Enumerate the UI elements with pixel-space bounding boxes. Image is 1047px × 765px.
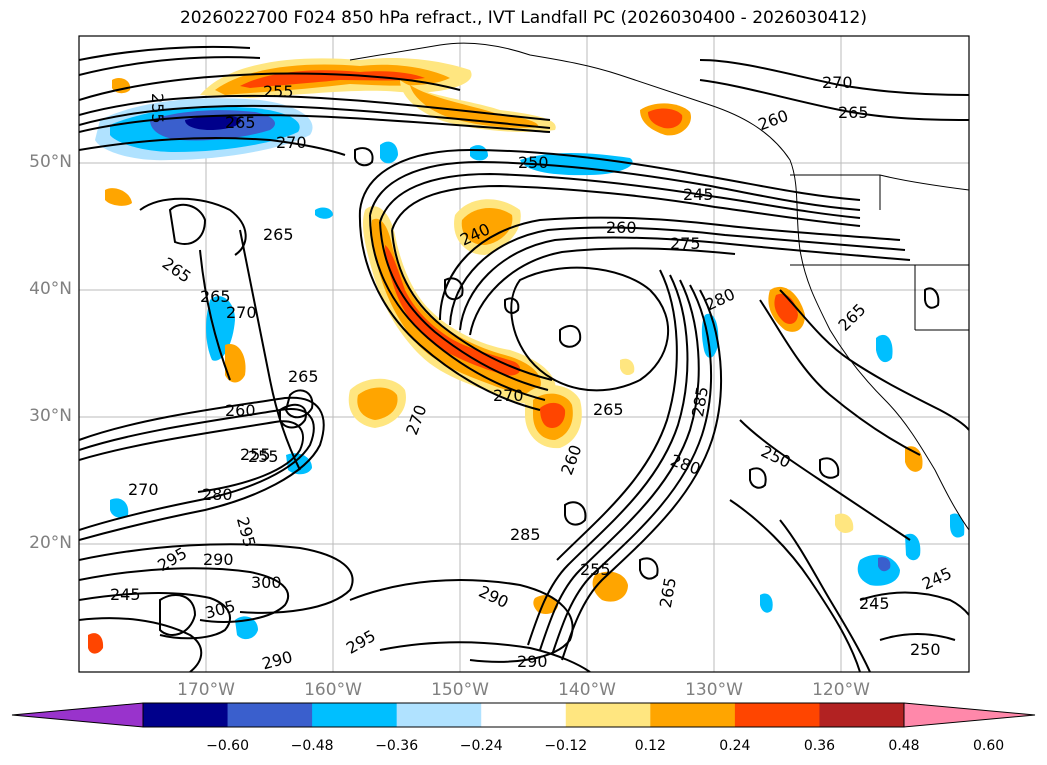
contour-label: 250 xyxy=(910,640,941,659)
contour-label: 245 xyxy=(859,594,890,613)
contour-label: 300 xyxy=(251,573,282,592)
lat-label-20n: 20°N xyxy=(29,533,72,553)
colorbar-extend-low xyxy=(11,702,144,728)
contour-label: 270 xyxy=(226,303,257,322)
colorbar-segment xyxy=(565,703,651,727)
contour-label: 260 xyxy=(606,218,637,237)
colorbar-segment xyxy=(227,703,313,727)
lat-label-40n: 40°N xyxy=(29,279,72,299)
colorbar-tick-label: −0.48 xyxy=(290,738,334,754)
refractivity-contours xyxy=(79,45,969,672)
lat-label-50n: 50°N xyxy=(29,152,72,172)
chart-title: 2026022700 F024 850 hPa refract., IVT La… xyxy=(179,8,867,28)
contour-label: 265 xyxy=(288,367,319,386)
contour-label: 285 xyxy=(510,525,541,544)
colorbar-tick-label: 0.48 xyxy=(888,738,920,754)
map-frame xyxy=(78,35,970,673)
contour-label: 270 xyxy=(822,73,853,92)
contour-label: 255 xyxy=(263,82,294,101)
lat-label-30n: 30°N xyxy=(29,406,72,426)
lon-label-170w: 170°W xyxy=(177,680,235,700)
contour-label: 255 xyxy=(580,560,611,579)
contour-label: 270 xyxy=(128,480,159,499)
colorbar-tick-label: 0.36 xyxy=(803,738,836,754)
contour-label: 275 xyxy=(670,234,701,253)
contour-label: 265 xyxy=(838,103,869,122)
lon-label-160w: 160°W xyxy=(304,680,362,700)
colorbar-tick-label: 0.12 xyxy=(634,738,666,754)
contour-label: 250 xyxy=(518,153,549,172)
contour-label: 270 xyxy=(493,386,524,405)
colorbar-tick-label: 0.60 xyxy=(972,738,1005,754)
contour-label: 255 xyxy=(248,447,279,466)
contour-label: 255 xyxy=(240,445,271,464)
lon-label-140w: 140°W xyxy=(558,680,616,700)
colorbar-tick-label: −0.60 xyxy=(206,738,249,754)
colorbar-segment xyxy=(819,703,905,727)
colorbar-tick-label: −0.24 xyxy=(459,738,503,754)
contour-label: 290 xyxy=(203,550,234,569)
colorbar-segment xyxy=(481,703,567,727)
contour-label: 265 xyxy=(225,113,256,132)
coastline xyxy=(349,42,969,531)
lon-label-150w: 150°W xyxy=(431,680,489,700)
contour-label: 265 xyxy=(200,287,231,306)
colorbar-extend-high xyxy=(903,702,1036,728)
filled-anomaly-shading xyxy=(88,58,965,654)
colorbar-segment xyxy=(650,703,736,727)
contour-label: 245 xyxy=(683,185,714,204)
contour-label: 260 xyxy=(225,401,256,420)
contour-label: 290 xyxy=(517,652,548,671)
colorbar-segment xyxy=(734,703,820,727)
contour-label: 255 xyxy=(148,93,167,124)
lon-label-120w: 120°W xyxy=(812,680,870,700)
lon-label-130w: 130°W xyxy=(685,680,743,700)
colorbar-tick-label: −0.36 xyxy=(375,738,419,754)
contour-label: 270 xyxy=(276,133,307,152)
contour-label: 245 xyxy=(110,585,141,604)
colorbar-segment xyxy=(143,703,229,727)
contour-label: 265 xyxy=(263,225,294,244)
contour-label: 265 xyxy=(593,400,624,419)
contour-label: 280 xyxy=(202,485,233,504)
colorbar-segment xyxy=(312,703,398,727)
colorbar-tick-label: 0.24 xyxy=(719,738,751,754)
colorbar-tick-label: −0.12 xyxy=(544,738,588,754)
colorbar-segment xyxy=(396,703,482,727)
map-panel: 255 255 265 270 250 245 260 265 270 265 … xyxy=(78,35,970,673)
